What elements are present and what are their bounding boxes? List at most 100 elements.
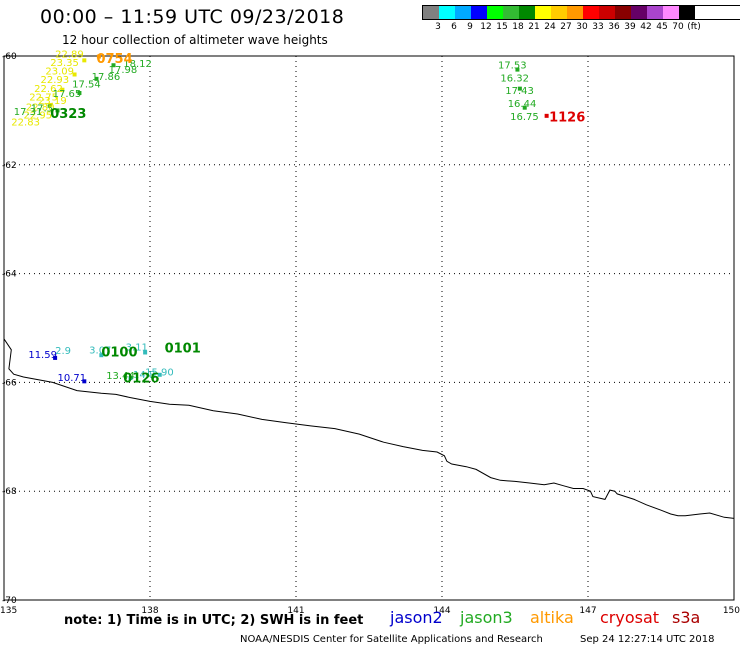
track-marker — [143, 350, 148, 355]
wave-height-value: 13.44 — [106, 371, 135, 382]
satellite-s3a: s3a — [672, 608, 701, 627]
legend-label: 12 — [480, 22, 492, 32]
track-marker — [111, 63, 116, 68]
legend-swatch — [615, 6, 631, 19]
track-marker — [55, 108, 60, 113]
lat-tick-label: -66 — [2, 378, 17, 388]
pass-time-label: 0323 — [50, 107, 86, 122]
legend-label: 18 — [512, 22, 524, 32]
track-marker — [82, 58, 87, 63]
legend-label: 24 — [544, 22, 556, 32]
map-title: 00:00 – 11:59 UTC 09/23/2018 — [40, 6, 345, 28]
wave-height-value: 3.07 — [89, 346, 111, 357]
legend-swatch — [439, 6, 455, 19]
wave-height-value: 18.12 — [123, 59, 152, 70]
wave-height-value: 10.71 — [58, 373, 87, 384]
track-marker — [82, 379, 87, 384]
lat-tick-label: -60 — [2, 52, 17, 62]
wave-height-value: 16.44 — [508, 99, 537, 110]
lon-tick-label: 150 — [723, 606, 740, 616]
wave-height-value: 22.83 — [11, 118, 40, 129]
legend-swatch — [647, 6, 663, 19]
wave-height-value: 22.80 — [26, 102, 55, 113]
pass-time-label: 0100 — [101, 345, 137, 360]
legend-label: 70 — [672, 22, 684, 32]
track-marker — [99, 353, 104, 358]
satellite-jason2: jason2 — [390, 608, 443, 627]
lon-tick-label: 141 — [287, 606, 304, 616]
wave-height-value: 22.62 — [34, 84, 63, 95]
pass-time-label: 0754 — [96, 52, 132, 67]
wave-height-value: 17.31 — [14, 107, 43, 118]
wave-height-value: 23.09 — [45, 66, 74, 77]
wave-height-value: 22.89 — [55, 50, 84, 61]
legend-swatch — [599, 6, 615, 19]
pass-time-label: 0101 — [165, 341, 201, 356]
legend-swatch — [551, 6, 567, 19]
legend-swatch — [423, 6, 439, 19]
legend-swatch — [583, 6, 599, 19]
wave-height-value: 22.75 — [29, 93, 58, 104]
wave-height-value: 11.59 — [28, 350, 57, 361]
map-subtitle: 12 hour collection of altimeter wave hei… — [62, 33, 328, 47]
legend-color-bar — [422, 5, 740, 20]
track-marker — [48, 102, 53, 107]
legend-labels: 3 6 9 12 15 18 21 24 27 30 33 36 39 42 45 70 (ft) — [422, 20, 740, 34]
satellite-cryosat: cryosat — [600, 608, 660, 627]
legend-swatch — [663, 6, 679, 19]
wave-height-value: 16.75 — [510, 112, 539, 123]
units-note: note: 1) Time is in UTC; 2) SWH is in fe… — [64, 613, 364, 628]
wave-height-value: 2.9 — [55, 346, 71, 357]
wave-height-value: 14.8 — [133, 370, 155, 381]
legend-swatch — [519, 6, 535, 19]
legend-label: 39 — [624, 22, 636, 32]
legend-label: 21 — [528, 22, 540, 32]
legend-label: 9 — [467, 22, 473, 32]
legend-swatch — [631, 6, 647, 19]
pass-time-labels: 0754 0323 1126 0101 0100 0126 — [50, 52, 585, 386]
legend-label: 3 — [435, 22, 441, 32]
wave-height-value: 22.93 — [41, 75, 70, 86]
wave-height-value: 17.65 — [53, 89, 82, 100]
lat-tick-label: -68 — [2, 487, 17, 497]
legend-swatch — [567, 6, 583, 19]
wave-height-value: 15.90 — [145, 367, 174, 378]
coastline — [3, 338, 735, 519]
satellite-altika: altika — [530, 608, 574, 627]
wave-height-value: 17.98 — [109, 65, 138, 76]
track-marker — [544, 113, 549, 118]
wave-height-value: 3.11 — [126, 342, 148, 353]
track-marker — [72, 72, 77, 77]
wave-height-value: 16.32 — [500, 74, 529, 85]
legend-label: 15 — [496, 22, 508, 32]
credit-line: NOAA/NESDIS Center for Satellite Applica… — [240, 634, 543, 645]
track-marker — [517, 86, 522, 91]
lat-tick-label: -62 — [2, 161, 17, 171]
wave-height-value: 17.5 — [31, 103, 53, 114]
legend-label: 6 — [451, 22, 457, 32]
wave-height-value: 17.86 — [92, 72, 121, 83]
wave-height-observations: 22.8923.3523.0922.9322.6222.7522.8022.95… — [11, 50, 538, 384]
lon-tick-label: 147 — [579, 606, 596, 616]
wave-height-value: 23.35 — [50, 58, 79, 69]
lon-tick-label: 135 — [0, 606, 17, 616]
legend-swatch — [535, 6, 551, 19]
lat-tick-label: -70 — [2, 596, 17, 606]
lat-tick-label: -64 — [2, 270, 17, 280]
pass-time-label: 1126 — [549, 110, 585, 125]
wave-height-value: 17.43 — [505, 86, 534, 97]
map-frame — [3, 55, 735, 601]
wave-height-value: 17.53 — [498, 61, 527, 72]
legend-label: 30 — [576, 22, 588, 32]
legend-label: 27 — [560, 22, 572, 32]
track-markers — [48, 54, 549, 384]
pass-time-label: 0126 — [123, 371, 159, 386]
wave-height-legend: 3 6 9 12 15 18 21 24 27 30 33 36 39 42 45 70 (ft) — [422, 5, 740, 34]
legend-label: 33 — [592, 22, 604, 32]
map-grid — [4, 56, 734, 600]
wave-height-value: 23.19 — [38, 96, 67, 107]
track-marker — [522, 105, 527, 110]
track-marker — [53, 355, 58, 360]
